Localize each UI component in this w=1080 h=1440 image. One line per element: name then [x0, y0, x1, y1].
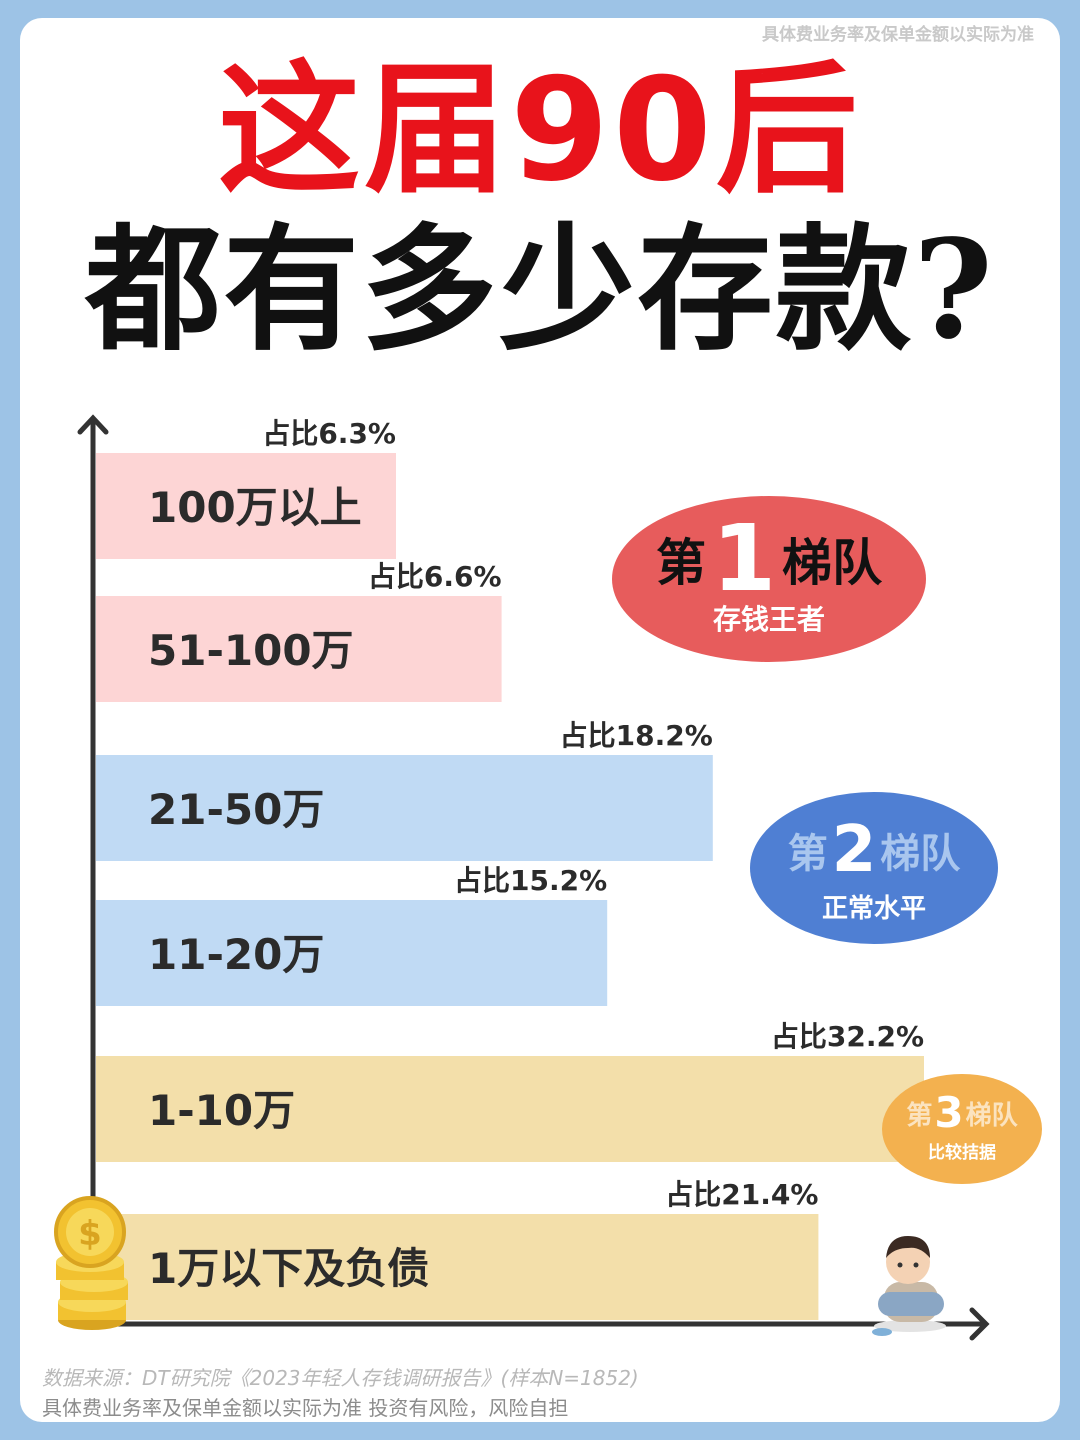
tier-2-number: 2 — [831, 813, 877, 887]
tier-3-number: 3 — [934, 1088, 964, 1137]
coin-stack-icon: $ — [54, 1196, 128, 1330]
bar-value-label: 占比21.4% — [665, 1178, 818, 1211]
x-axis-arrow — [969, 1307, 990, 1341]
bar-category-label: 11-20万 — [148, 930, 324, 979]
tier-2-prefix: 第 — [787, 831, 828, 877]
tier-3-prefix: 第 — [906, 1100, 933, 1131]
tier-1-subtitle: 存钱王者 — [712, 603, 825, 636]
tier-2-subtitle: 正常水平 — [821, 894, 926, 924]
bar-5 — [96, 1056, 924, 1162]
risk-note: 具体费业务率及保单金额以实际为准 投资有风险，风险自担 — [42, 1396, 569, 1420]
y-axis-arrow — [77, 414, 109, 435]
bar-6 — [96, 1214, 819, 1320]
poster-card — [20, 18, 1060, 1422]
tier-1-prefix: 第 — [655, 534, 706, 592]
bar-category-label: 51-100万 — [148, 626, 354, 675]
bar-category-label: 1万以下及负债 — [148, 1244, 429, 1293]
title-line-1: 这届90后 — [218, 48, 862, 213]
top-disclaimer: 具体费业务率及保单金额以实际为准 — [762, 25, 1034, 45]
tier-3-subtitle: 比较拮据 — [928, 1143, 996, 1163]
bar-value-label: 占比15.2% — [454, 864, 607, 897]
bar-2 — [96, 596, 502, 702]
tier-2-badge: 第 2 梯队 正常水平 — [750, 792, 998, 944]
sitting-boy-icon — [872, 1236, 946, 1336]
bar-category-label: 1-10万 — [148, 1086, 295, 1135]
tier-1-number: 1 — [711, 505, 776, 612]
bar-value-label: 占比6.3% — [262, 417, 396, 450]
bar-4 — [96, 900, 608, 1006]
bar-value-label: 占比18.2% — [560, 719, 713, 752]
bar-1 — [96, 453, 396, 559]
bar-3 — [96, 755, 713, 861]
data-source: 数据来源：DT研究院《2023年轻人存钱调研报告》(样本N=1852) — [42, 1366, 639, 1390]
title-line-2: 都有多少存款? — [85, 210, 995, 370]
bar-category-label: 100万以上 — [148, 483, 362, 532]
tier-3-badge: 第 3 梯队 比较拮据 — [882, 1074, 1042, 1184]
bar-value-label: 占比32.2% — [771, 1020, 924, 1053]
tier-1-suffix: 梯队 — [782, 534, 882, 592]
svg-text:$: $ — [78, 1214, 102, 1254]
tier-1-badge: 第 1 梯队 存钱王者 — [612, 496, 926, 662]
bar-value-label: 占比6.6% — [368, 560, 502, 593]
bar-category-label: 21-50万 — [148, 785, 324, 834]
tier-3-suffix: 梯队 — [965, 1100, 1018, 1131]
tier-2-suffix: 梯队 — [880, 831, 961, 877]
